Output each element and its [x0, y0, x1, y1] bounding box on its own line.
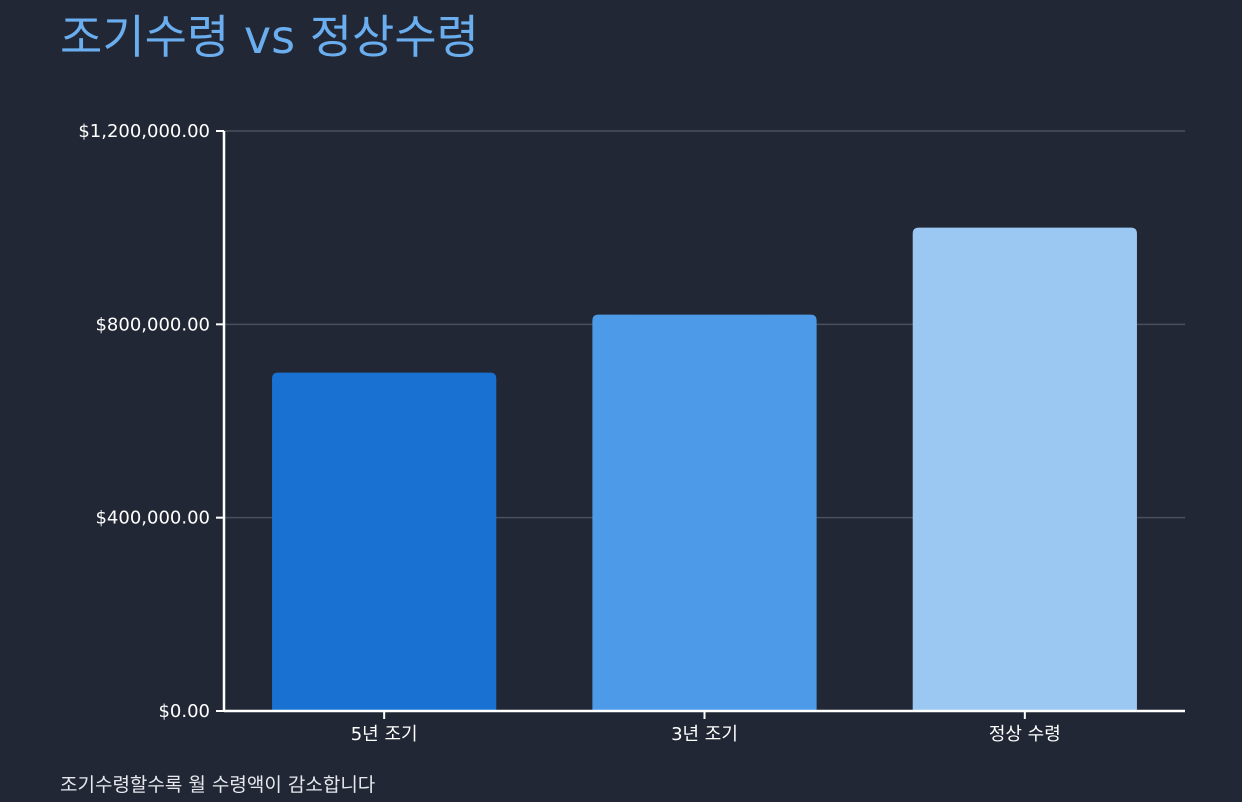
y-tick-label: $800,000.00 [95, 314, 210, 335]
y-tick-label: $1,200,000.00 [78, 121, 210, 142]
bar-3 [912, 227, 1137, 711]
tick-labels: $0.00 $400,000.00 $800,000.00 $1,200,000.00… [78, 121, 1061, 745]
y-tick-label: $400,000.00 [95, 508, 210, 529]
chart-title: 조기수령 vs 정상수령 [60, 10, 479, 64]
x-tick-label: 5년 조기 [351, 724, 418, 745]
axes [216, 130, 1185, 719]
bar-1 [272, 372, 497, 711]
bars [272, 227, 1137, 711]
bar-2 [592, 314, 817, 711]
y-tick-label: $0.00 [158, 701, 210, 722]
x-tick-label: 정상 수령 [989, 724, 1061, 745]
x-tick-label: 3년 조기 [671, 724, 738, 745]
chart-footnote: 조기수령할수록 월 수령액이 감소합니다 [60, 774, 376, 796]
